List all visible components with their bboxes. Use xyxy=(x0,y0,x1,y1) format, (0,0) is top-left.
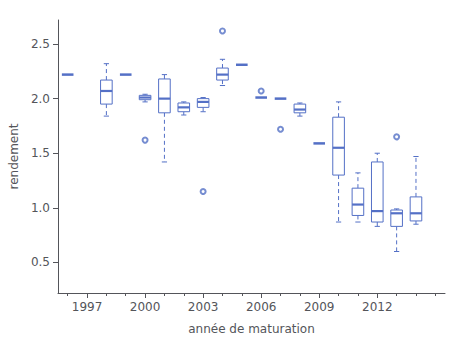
svg-text:2009: 2009 xyxy=(304,300,335,314)
svg-text:2.0: 2.0 xyxy=(31,92,50,106)
svg-text:2000: 2000 xyxy=(130,300,161,314)
svg-text:1.5: 1.5 xyxy=(31,146,50,160)
svg-text:année de maturation: année de maturation xyxy=(188,322,315,336)
svg-text:2012: 2012 xyxy=(362,300,393,314)
svg-text:rendement: rendement xyxy=(7,123,21,189)
svg-text:1997: 1997 xyxy=(72,300,103,314)
svg-text:2.5: 2.5 xyxy=(31,37,50,51)
svg-text:2006: 2006 xyxy=(246,300,277,314)
svg-text:2003: 2003 xyxy=(188,300,219,314)
svg-text:0.5: 0.5 xyxy=(31,255,50,269)
svg-text:1.0: 1.0 xyxy=(31,201,50,215)
